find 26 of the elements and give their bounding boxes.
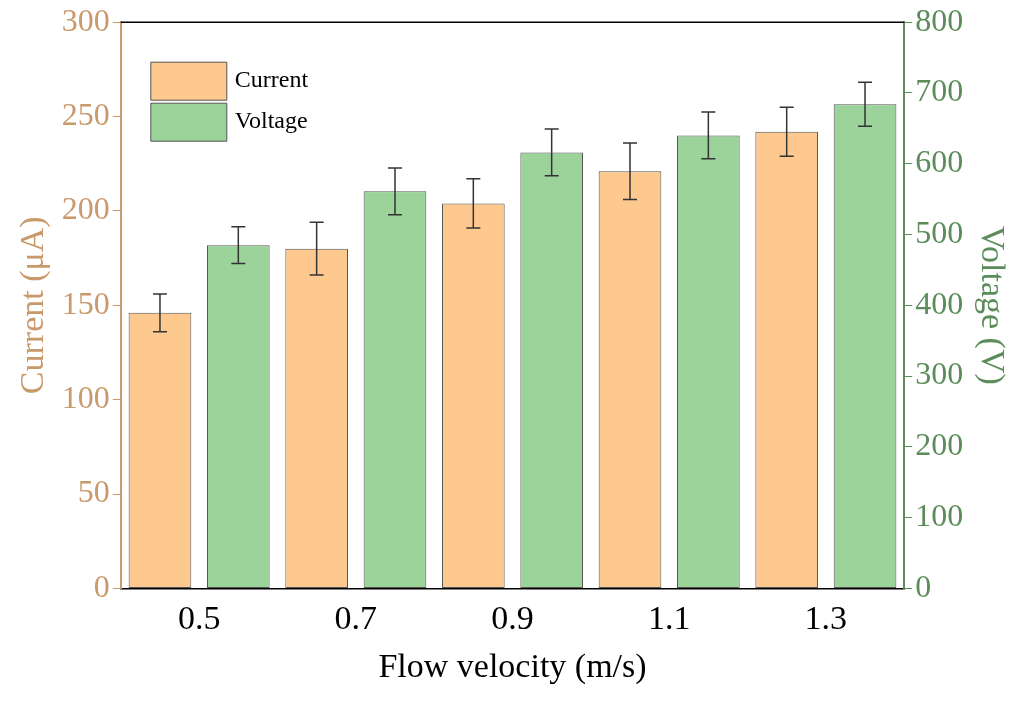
- x-axis-title: Flow velocity (m/s): [378, 646, 647, 685]
- y2-tick-label: 200: [915, 426, 964, 463]
- legend-label: Current: [234, 66, 309, 93]
- y-tick-label: 150: [61, 284, 110, 321]
- legend-label: Voltage: [234, 107, 308, 134]
- y2-tick-label: 700: [915, 72, 964, 109]
- y2-tick-label: 800: [915, 1, 964, 38]
- y-tick-label: 0: [93, 567, 110, 604]
- y-tick-label: 50: [77, 473, 110, 510]
- y2-tick-label: 600: [915, 143, 964, 180]
- y-tick-label: 300: [61, 1, 110, 38]
- x-tick-label: 0.7: [334, 598, 378, 636]
- x-tick-label: 0.9: [491, 598, 534, 636]
- x-tick-label: 1.1: [647, 598, 691, 636]
- x-tick-label: 1.3: [804, 598, 848, 636]
- y-tick-label: 100: [61, 379, 110, 416]
- y2-tick-label: 100: [915, 497, 964, 534]
- y2-tick-label: 500: [915, 213, 964, 250]
- y2-tick-label: 300: [915, 355, 964, 392]
- y-tick-label: 250: [61, 95, 110, 132]
- y2-tick-label: 400: [915, 284, 964, 321]
- y2-axis-title: Voltage (V): [973, 225, 1012, 385]
- x-tick-label: 0.5: [177, 598, 221, 636]
- y-axis-title: Current (μA): [13, 216, 52, 395]
- y2-tick-label: 0: [915, 567, 932, 604]
- y-tick-label: 200: [61, 190, 110, 227]
